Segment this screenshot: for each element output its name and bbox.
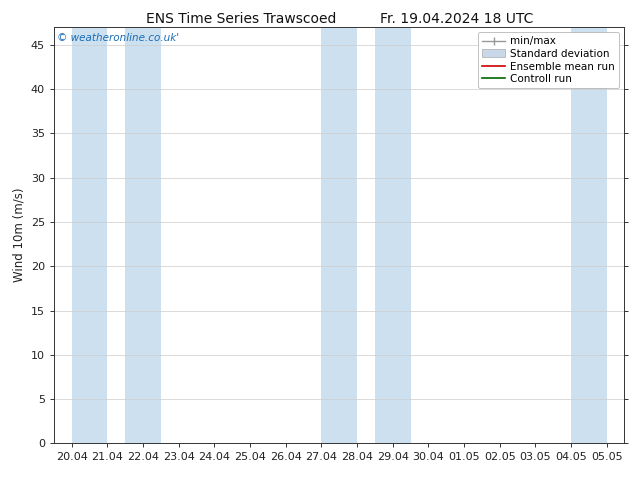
Bar bbox=[375, 27, 411, 443]
Bar bbox=[321, 27, 357, 443]
Bar bbox=[624, 27, 634, 443]
Legend: min/max, Standard deviation, Ensemble mean run, Controll run: min/max, Standard deviation, Ensemble me… bbox=[478, 32, 619, 88]
Bar bbox=[571, 27, 607, 443]
Text: ENS Time Series Trawscoed: ENS Time Series Trawscoed bbox=[146, 12, 336, 26]
Bar bbox=[72, 27, 107, 443]
Bar bbox=[126, 27, 161, 443]
Text: Fr. 19.04.2024 18 UTC: Fr. 19.04.2024 18 UTC bbox=[380, 12, 533, 26]
Y-axis label: Wind 10m (m/s): Wind 10m (m/s) bbox=[12, 188, 25, 282]
Text: © weatheronline.co.uk': © weatheronline.co.uk' bbox=[57, 33, 179, 43]
